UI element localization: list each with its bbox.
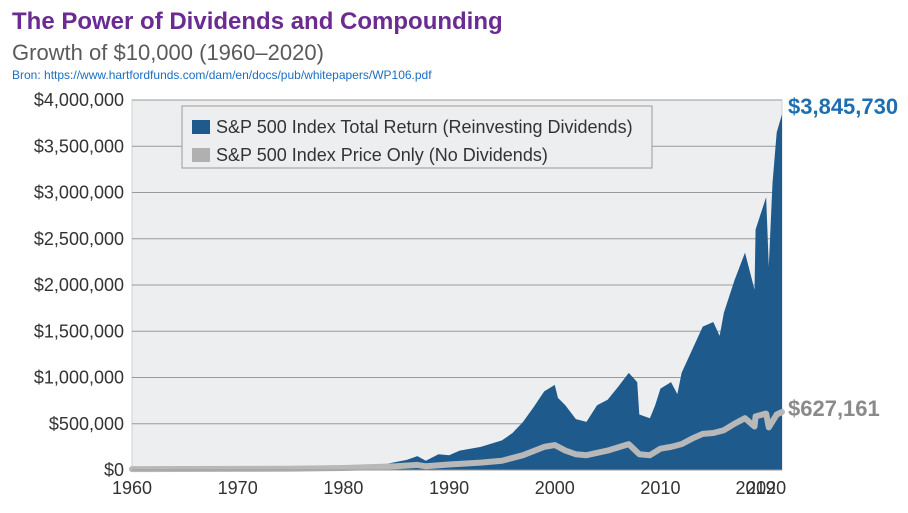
svg-text:1960: 1960 [112, 478, 152, 498]
callout-price-only: $627,161 [788, 396, 880, 422]
svg-text:$4,000,000: $4,000,000 [34, 90, 124, 110]
svg-text:$500,000: $500,000 [49, 414, 124, 434]
svg-text:$3,000,000: $3,000,000 [34, 183, 124, 203]
source-prefix: Bron: [12, 68, 44, 82]
svg-text:$2,000,000: $2,000,000 [34, 275, 124, 295]
svg-text:1980: 1980 [323, 478, 363, 498]
chart-container: $0 $500,000 $1,000,000 $1,500,000 $2,000,000… [12, 88, 896, 508]
svg-text:S&P 500 Index Price Only (No D: S&P 500 Index Price Only (No Dividends) [216, 145, 548, 165]
svg-text:$2,500,000: $2,500,000 [34, 229, 124, 249]
svg-text:$1,500,000: $1,500,000 [34, 321, 124, 341]
svg-text:2010: 2010 [640, 478, 680, 498]
svg-text:1970: 1970 [218, 478, 258, 498]
svg-text:$1,000,000: $1,000,000 [34, 368, 124, 388]
svg-text:2000: 2000 [535, 478, 575, 498]
svg-text:$3,500,000: $3,500,000 [34, 136, 124, 156]
svg-text:$0: $0 [104, 460, 124, 480]
chart-svg: $0 $500,000 $1,000,000 $1,500,000 $2,000,000… [12, 88, 896, 508]
page-subtitle: Growth of $10,000 (1960–2020) [12, 40, 896, 66]
page-title: The Power of Dividends and Compounding [12, 8, 896, 36]
svg-text:1990: 1990 [429, 478, 469, 498]
source-url-text: https://www.hartfordfunds.com/dam/en/doc… [44, 68, 432, 82]
source-link[interactable]: Bron: https://www.hartfordfunds.com/dam/… [12, 68, 896, 82]
callout-total-return: $3,845,730 [788, 94, 898, 120]
svg-text:S&P 500 Index Total Return (Re: S&P 500 Index Total Return (Reinvesting … [216, 117, 633, 137]
svg-text:2020: 2020 [746, 478, 786, 498]
